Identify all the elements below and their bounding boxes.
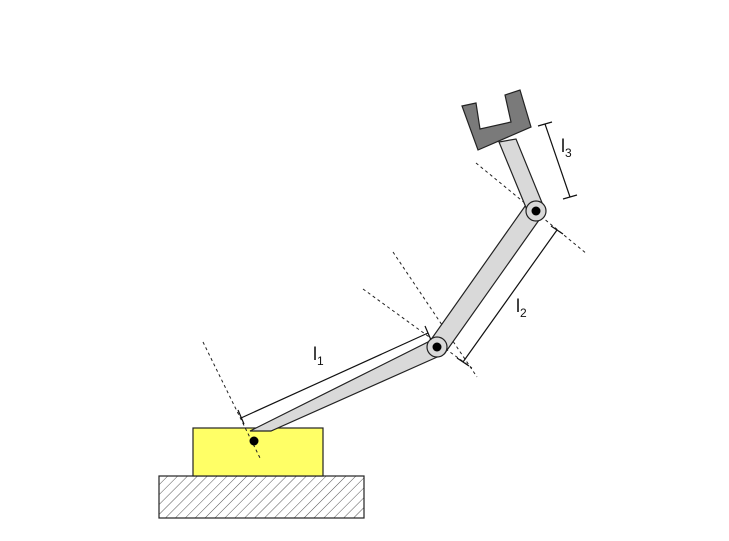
label-l2: l2 [516, 296, 527, 320]
axis-lines [202, 162, 588, 459]
link-1 [249, 340, 446, 432]
pivot-base [249, 436, 259, 446]
ground-hatched [158, 475, 365, 519]
dimension-l2 [456, 225, 564, 367]
link-3 [498, 138, 546, 211]
dimension-l1 [237, 325, 432, 425]
axis-line-joint1-b [392, 251, 478, 378]
label-l1: l1 [313, 344, 324, 368]
pivot-joint-2 [531, 206, 541, 216]
label-l3: l3 [561, 136, 572, 160]
dimension-l3 [537, 121, 578, 200]
axis-line-joint1-a [362, 288, 473, 369]
pivot-joint-1 [432, 342, 442, 352]
base-block [192, 427, 324, 477]
link-2 [429, 201, 545, 354]
gripper [461, 89, 532, 151]
